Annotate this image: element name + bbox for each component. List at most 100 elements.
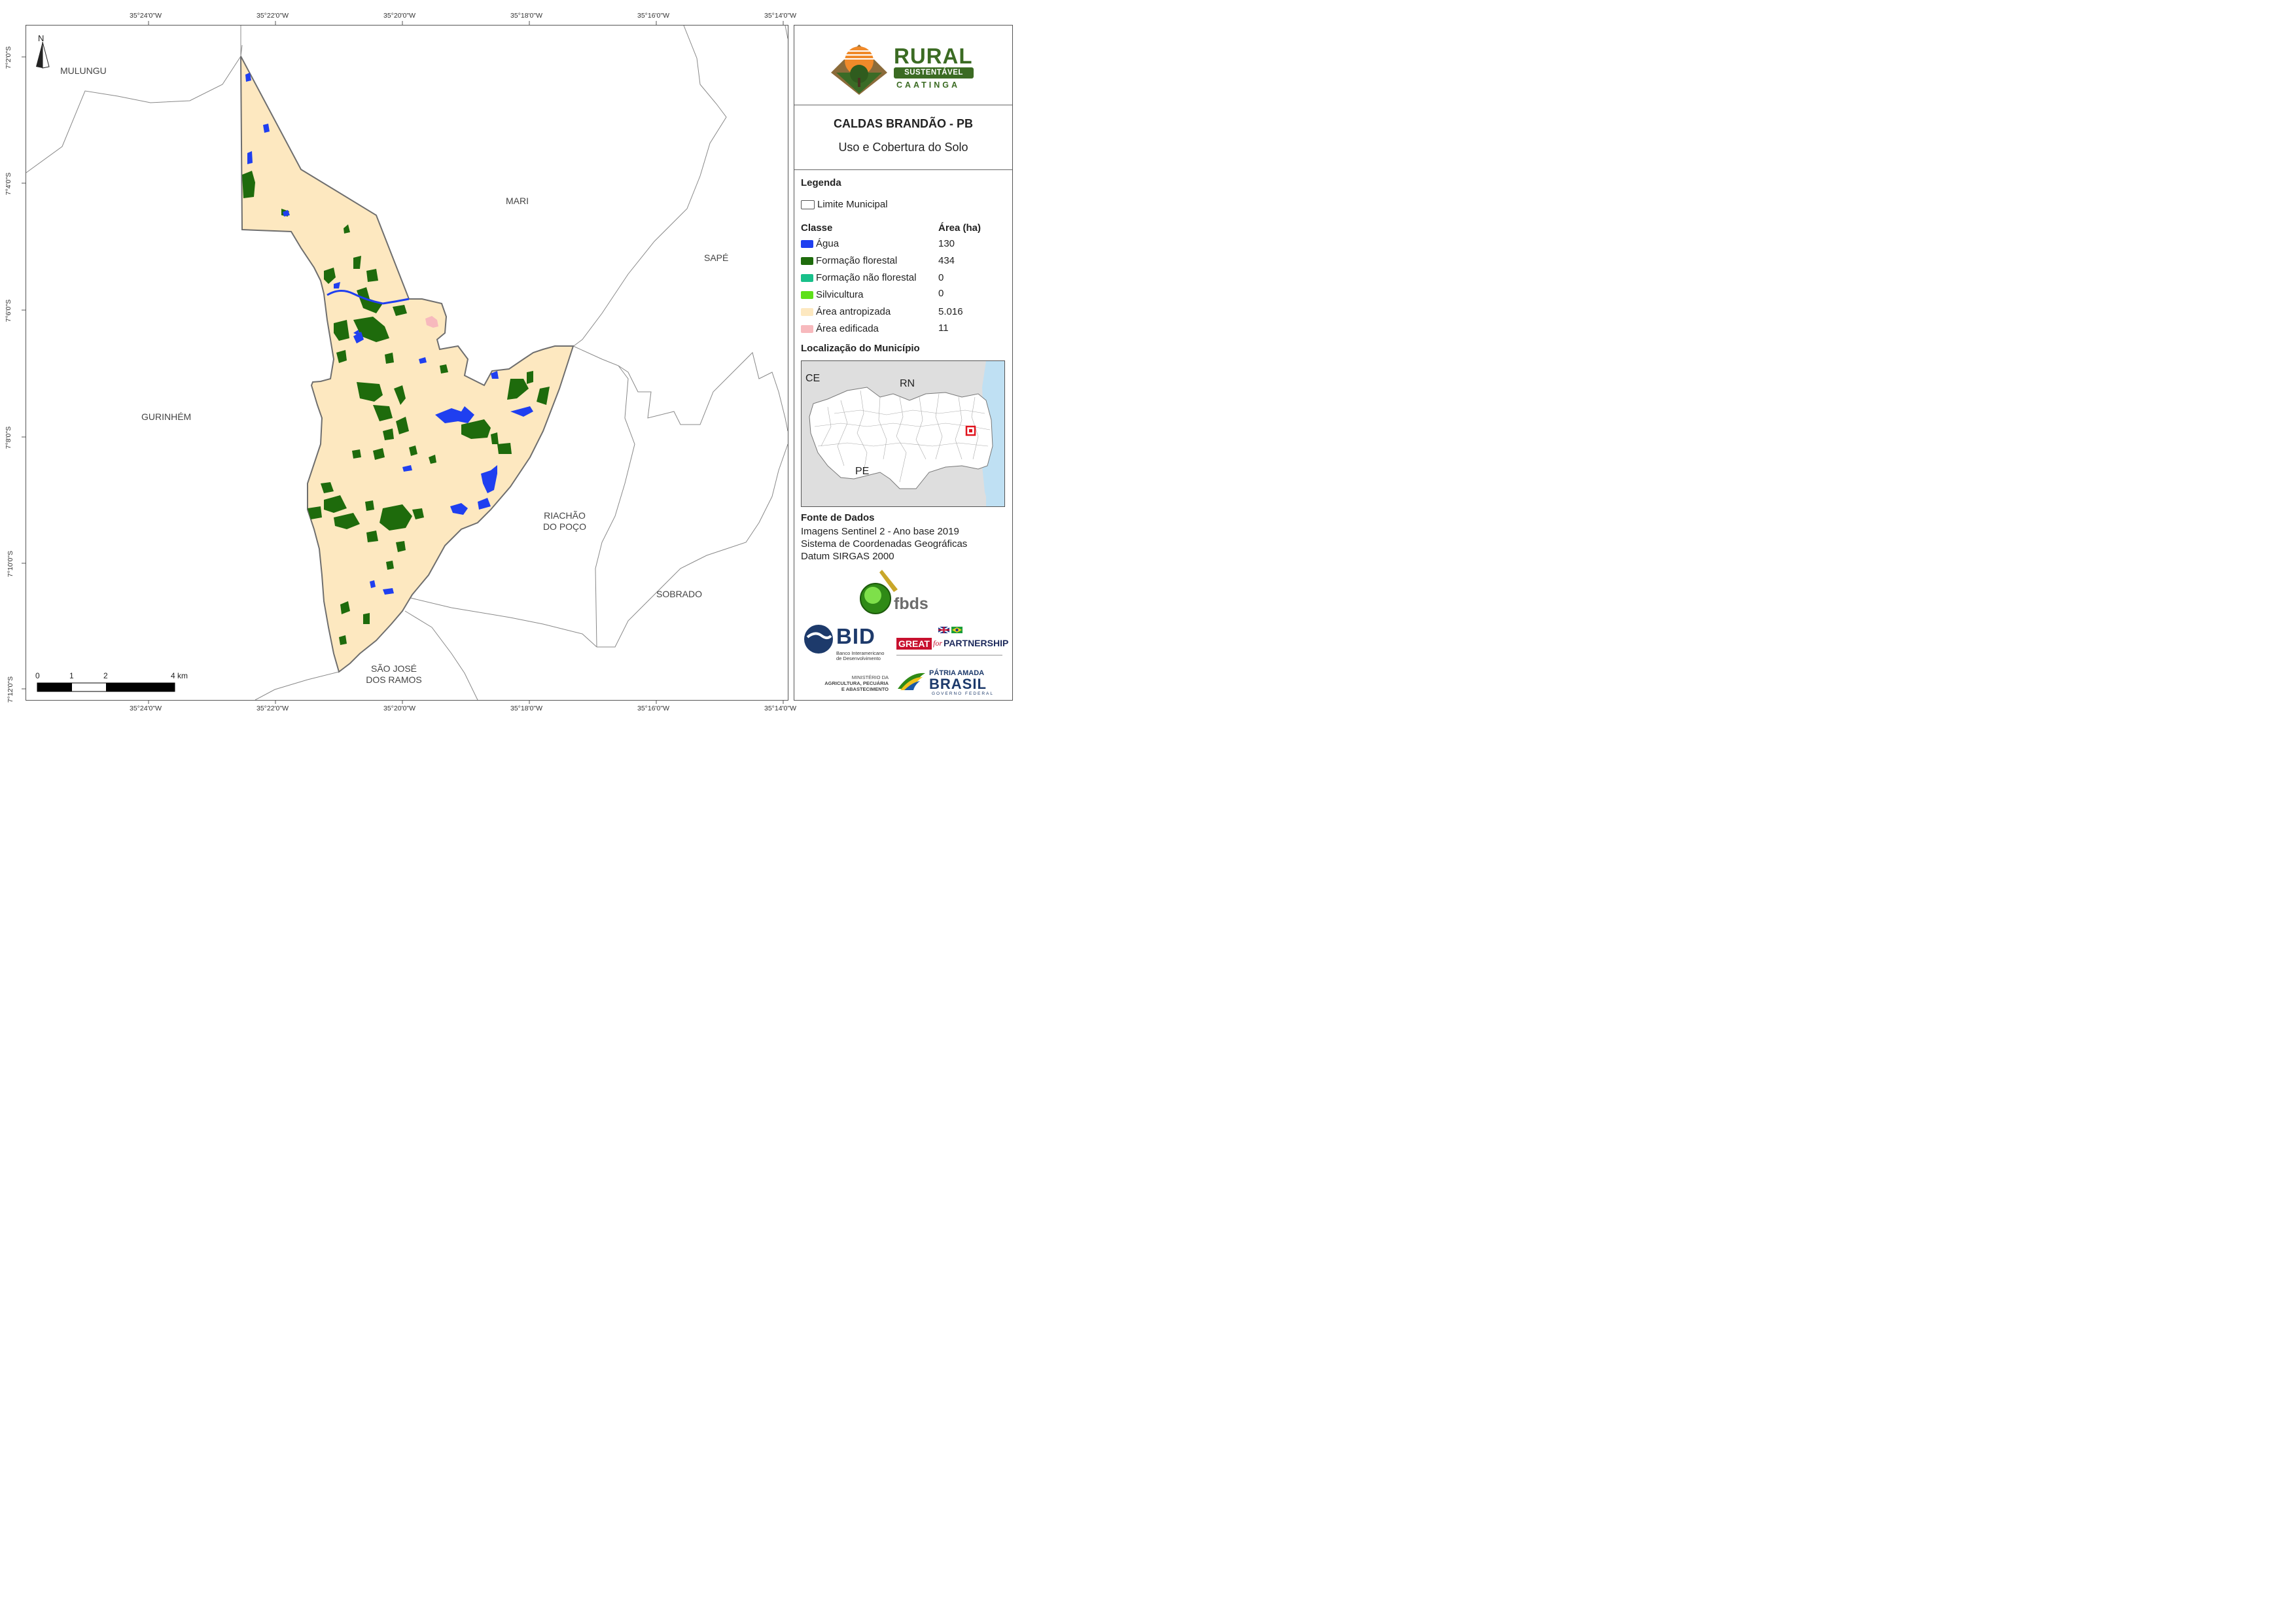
source-line-3: Datum SIRGAS 2000	[801, 551, 894, 562]
partnership-text: PARTNERSHIP	[944, 638, 1009, 648]
north-label: N	[38, 33, 44, 43]
gov-text: GOVERNO FEDERAL	[932, 691, 995, 696]
fbds-text: fbds	[894, 595, 928, 613]
location-heading: Localização do Município	[801, 343, 920, 354]
bid-sub-2: de Desenvolvimento	[836, 655, 881, 661]
location-inset-map[interactable]: CE RN PE	[801, 360, 1005, 507]
legend-class-header: Classe	[801, 222, 833, 234]
scale-bar	[37, 682, 175, 692]
legend-item-formacao-florestal: Formação florestal	[801, 254, 897, 268]
bid-logo-icon	[802, 624, 835, 654]
source-heading: Fonte de Dados	[801, 512, 875, 523]
coord-top-1: 35°24'0"W	[130, 12, 162, 20]
great-badge: GREAT	[896, 638, 932, 650]
side-panel: RURAL SUSTENTÁVEL CAATINGA CALDAS BRANDÃ…	[794, 25, 1013, 701]
scale-label-1: 1	[69, 671, 74, 680]
label-sape: SAPÉ	[704, 253, 729, 263]
bid-text: BID	[836, 624, 875, 648]
legend-area-header: Área (ha)	[938, 222, 981, 234]
ministry-line-3: E ABASTECIMENTO	[841, 686, 889, 692]
scale-label-2: 2	[103, 671, 108, 680]
label-sao-jose-l2: DOS RAMOS	[366, 674, 422, 685]
coord-bottom-3: 35°20'0"W	[383, 705, 416, 712]
coord-top-6: 35°14'0"W	[764, 12, 797, 20]
north-arrow-icon	[36, 41, 50, 69]
swatch-area-edificada	[801, 325, 813, 334]
legend-label-agua: Água	[816, 238, 839, 249]
map-canvas[interactable]	[26, 26, 788, 700]
swatch-formacao-florestal	[801, 257, 813, 266]
area-area-antropizada: 5.016	[938, 306, 963, 317]
legend-label-area-edificada: Área edificada	[816, 323, 879, 334]
label-gurinhem: GURINHÉM	[141, 411, 192, 422]
water-bodies	[245, 73, 533, 595]
legend-item-area-antropizada: Área antropizada	[801, 305, 891, 319]
coord-bottom-5: 35°16'0"W	[637, 705, 670, 712]
swatch-area-antropizada	[801, 308, 813, 317]
legend-label-formacao-florestal: Formação florestal	[816, 255, 898, 266]
label-sao-jose: SÃO JOSÉ DOS RAMOS	[360, 663, 428, 686]
coord-top-3: 35°20'0"W	[383, 12, 416, 20]
label-riachao-l2: DO POÇO	[542, 521, 587, 532]
limit-swatch	[801, 200, 815, 210]
legend-limit: Limite Municipal	[801, 198, 888, 212]
map-title: CALDAS BRANDÃO - PB	[834, 117, 973, 130]
municipality-polygon[interactable]	[240, 56, 574, 673]
scale-label-4: 4 km	[171, 671, 188, 680]
logo-rural: RURAL	[894, 44, 973, 68]
area-formacao-florestal: 434	[938, 255, 955, 266]
legend-item-area-edificada: Área edificada	[801, 322, 879, 336]
label-sao-jose-l1: SÃO JOSÉ	[370, 663, 417, 674]
area-agua: 130	[938, 238, 955, 249]
coord-bottom-4: 35°18'0"W	[510, 705, 543, 712]
coord-bottom-6: 35°14'0"W	[764, 705, 797, 712]
neighbor-boundaries	[26, 26, 788, 700]
ministry-line-1: MINISTÉRIO DA	[851, 674, 889, 680]
area-formacao-nao-florestal: 0	[938, 272, 944, 283]
scale-label-0: 0	[35, 671, 40, 680]
area-area-edificada: 11	[938, 323, 949, 334]
inset-label-rn: RN	[900, 378, 915, 389]
coord-top-5: 35°16'0"W	[637, 12, 670, 20]
legend-heading: Legenda	[801, 177, 841, 188]
swatch-formacao-nao-florestal	[801, 274, 813, 283]
area-silvicultura: 0	[938, 288, 944, 299]
label-riachao-l1: RIACHÃO	[544, 510, 586, 521]
logo-sustentavel: SUSTENTÁVEL	[894, 67, 974, 79]
legend-limit-label: Limite Municipal	[817, 199, 888, 210]
logo-caatinga: CAATINGA	[896, 80, 961, 90]
label-mari: MARI	[506, 196, 529, 206]
built-up-area	[425, 316, 438, 328]
label-riachao: RIACHÃO DO POÇO	[537, 510, 593, 532]
label-sobrado: SOBRADO	[656, 589, 703, 599]
brasil-text: BRASIL	[929, 676, 987, 692]
for-text: for	[933, 638, 943, 648]
coord-bottom-1: 35°24'0"W	[130, 705, 162, 712]
legend-label-silvicultura: Silvicultura	[816, 289, 864, 300]
legend-item-formacao-nao-florestal: Formação não florestal	[801, 271, 916, 285]
fbds-logo-icon	[860, 568, 899, 614]
legend-label-area-antropizada: Área antropizada	[816, 306, 891, 317]
legend-label-formacao-nao-florestal: Formação não florestal	[816, 272, 917, 283]
legend-item-agua: Água	[801, 237, 839, 251]
coord-bottom-2: 35°22'0"W	[256, 705, 289, 712]
ministry-line-2: AGRICULTURA, PECUÁRIA	[824, 680, 889, 686]
patria-text: PÁTRIA AMADA	[929, 669, 985, 677]
source-line-2: Sistema de Coordenadas Geográficas	[801, 538, 968, 550]
inset-label-pe: PE	[855, 466, 870, 477]
map-frame[interactable]: N MULUNGU MARI SAPÉ GURINHÉM RIACHÃO DO …	[26, 25, 788, 701]
coord-top-4: 35°18'0"W	[510, 12, 543, 20]
flags-icon	[938, 625, 963, 634]
legend-item-silvicultura: Silvicultura	[801, 288, 864, 302]
swatch-agua	[801, 240, 813, 249]
label-mulungu: MULUNGU	[60, 65, 107, 76]
map-subtitle: Uso e Cobertura do Solo	[838, 141, 968, 154]
ministry-block: MINISTÉRIO DA AGRICULTURA, PECUÁRIA E AB…	[807, 674, 889, 692]
swatch-silvicultura	[801, 291, 813, 300]
coord-top-2: 35°22'0"W	[256, 12, 289, 20]
brasil-flag-icon	[896, 671, 927, 691]
bid-sub-1: Banco Interamericano	[836, 650, 885, 656]
inset-label-ce: CE	[805, 373, 821, 384]
forest-patches	[242, 171, 550, 645]
source-line-1: Imagens Sentinel 2 - Ano base 2019	[801, 526, 959, 537]
